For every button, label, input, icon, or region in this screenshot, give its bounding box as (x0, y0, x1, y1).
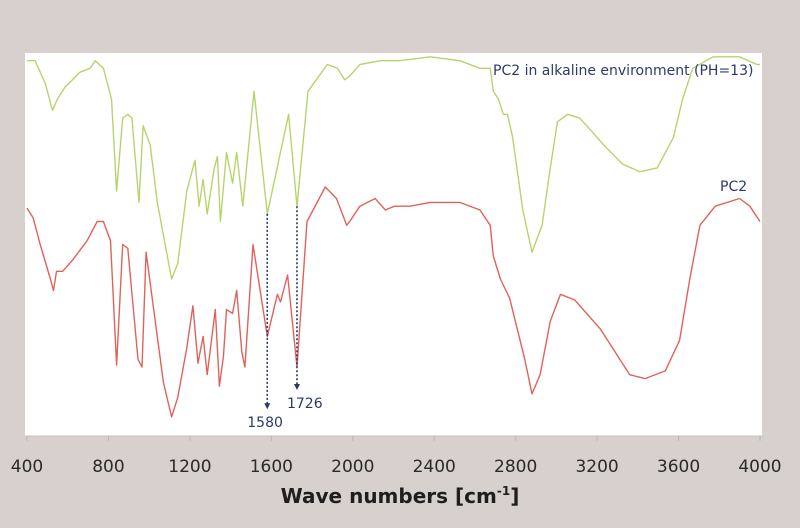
legend-label-pc2: PC2 (720, 179, 747, 195)
annotation-label-1580: 1580 (247, 415, 283, 431)
arrow-down-icon (264, 403, 271, 410)
x-tick-label: 400 (11, 457, 43, 477)
x-axis-title-sup: -1 (497, 484, 510, 498)
x-tick-label: 1600 (250, 457, 293, 477)
series-line-alkaline (27, 56, 760, 280)
x-tick-label: 4000 (738, 457, 781, 477)
x-axis-title-end: ] (510, 484, 519, 508)
plot-area (25, 53, 762, 436)
x-tick-label: 2800 (494, 457, 537, 477)
arrow-down-icon (293, 384, 300, 391)
x-axis-title-main: Wave numbers [cm (281, 484, 497, 508)
x-tick-label: 2000 (331, 457, 374, 477)
x-tick-label: 3600 (657, 457, 700, 477)
series-group (26, 56, 761, 418)
x-tick-label: 3200 (575, 457, 618, 477)
x-tick-label: 1200 (168, 457, 211, 477)
legend-label-alkaline: PC2 in alkaline environment (PH=13) (493, 63, 753, 79)
x-axis-title: Wave numbers [cm-1] (281, 484, 520, 508)
series-line-pc2 (26, 186, 761, 418)
x-tick-label: 2400 (413, 457, 456, 477)
annotation-label-1726: 1726 (287, 396, 323, 412)
x-axis: 400 800 1200 1600 2000 2400 2800 3200 3600 4000 (11, 435, 782, 477)
x-tick-label: 800 (92, 457, 124, 477)
